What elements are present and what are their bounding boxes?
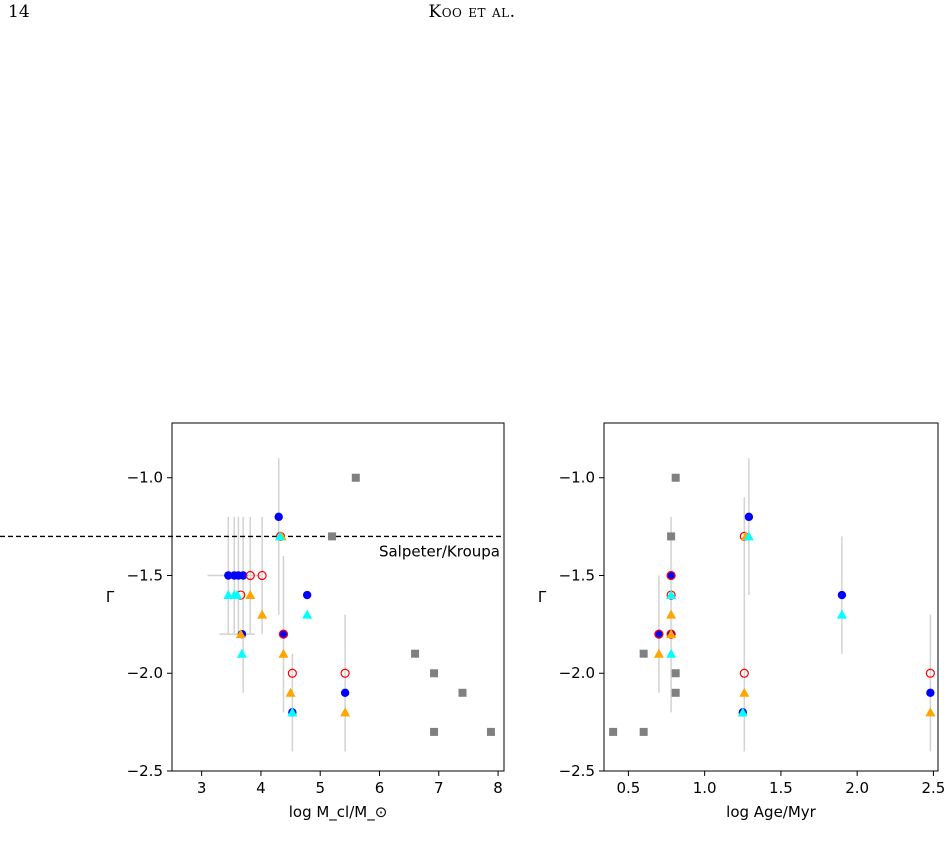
x-tick-label: 3 [197, 779, 207, 797]
y-tick-label: −2.5 [559, 762, 595, 780]
data-point [836, 609, 847, 619]
y-tick-label: −2.5 [127, 762, 163, 780]
x-tick-label: 1.0 [693, 779, 717, 797]
x-tick-label: 4 [256, 779, 266, 797]
data-point [671, 669, 680, 678]
data-point [411, 649, 420, 658]
data-point [340, 707, 351, 717]
data-point [925, 668, 935, 678]
x-axis-label: log Age/Myr [726, 803, 817, 821]
chart-panel-2: 0.5 1.0 1.5 2.0 2.5 −1.0 −1.5 −2.0 −2.5 log Age/M… [538, 422, 944, 821]
data-point [654, 629, 664, 639]
x-tick-label: 0.5 [616, 779, 640, 797]
page-number: 14 [8, 2, 30, 22]
data-point [278, 648, 289, 658]
x-tick-label: 2.0 [845, 779, 869, 797]
data-point [287, 668, 297, 678]
y-axis-label: Γ [106, 588, 115, 606]
data-point [430, 727, 439, 736]
running-head: Koo et al. [428, 2, 516, 22]
data-point [287, 707, 298, 717]
data-point [666, 570, 676, 581]
y-tick-label: −1.0 [127, 469, 163, 487]
x-tick-label: 1.5 [769, 779, 793, 797]
data-point [232, 590, 243, 600]
data-point [279, 629, 288, 639]
x-tick-label: 5 [315, 779, 325, 797]
y-tick-label: −2.0 [127, 664, 163, 682]
plot-frame [171, 422, 505, 772]
data-point [639, 649, 648, 658]
data-point [737, 707, 748, 717]
data-point [666, 648, 677, 658]
data-point [351, 473, 360, 482]
y-tick-label: −1.5 [559, 566, 595, 584]
data-point [302, 590, 312, 600]
data-point [430, 669, 439, 678]
data-point [925, 707, 936, 717]
data-point [667, 532, 676, 541]
data-point [653, 648, 664, 658]
data-point [340, 688, 350, 697]
x-axis-label: log M_cl/M_⊙ [289, 803, 388, 822]
x-tick-label: 6 [375, 779, 385, 797]
data-point [926, 688, 935, 697]
y-tick-label: −2.0 [559, 664, 595, 682]
data-point [666, 571, 676, 580]
data-point [666, 629, 677, 639]
data-point [837, 590, 847, 600]
data-point [274, 531, 285, 541]
data-point [224, 571, 233, 580]
data-point [257, 570, 267, 581]
data-point [743, 531, 754, 541]
data-point [739, 687, 750, 697]
data-point [340, 668, 350, 678]
data-point [302, 609, 313, 619]
data-point [278, 629, 289, 639]
data-point [245, 570, 255, 581]
data-point [238, 571, 248, 580]
data-point [744, 512, 754, 522]
chart-panel-1: Salpeter/Kroupa 3 4 5 6 7 8 −1.0 −1.5 −2.0 −2.5 log… [0, 422, 505, 822]
x-tick-label: 2.5 [921, 779, 944, 797]
x-tick-label: 8 [493, 779, 503, 797]
data-point [285, 687, 296, 697]
data-point [486, 727, 495, 736]
data-point [671, 688, 680, 697]
y-tick-label: −1.0 [559, 469, 595, 487]
data-point [739, 668, 749, 678]
y-tick-label: −1.5 [127, 566, 163, 584]
data-point [666, 590, 677, 600]
data-point [666, 609, 677, 619]
data-point [458, 688, 467, 697]
x-tick-label: 7 [434, 779, 444, 797]
data-point [671, 473, 680, 482]
data-point [245, 590, 256, 600]
data-point [639, 727, 648, 736]
y-axis-label: Γ [538, 588, 547, 606]
data-point [654, 629, 664, 639]
data-point [257, 609, 268, 619]
data-point [328, 532, 337, 541]
data-point [609, 727, 618, 736]
reference-line-label: Salpeter/Kroupa [379, 542, 500, 560]
plot-frame [603, 422, 939, 772]
data-point [274, 512, 283, 522]
data-point [236, 648, 247, 658]
data-point [235, 629, 246, 639]
